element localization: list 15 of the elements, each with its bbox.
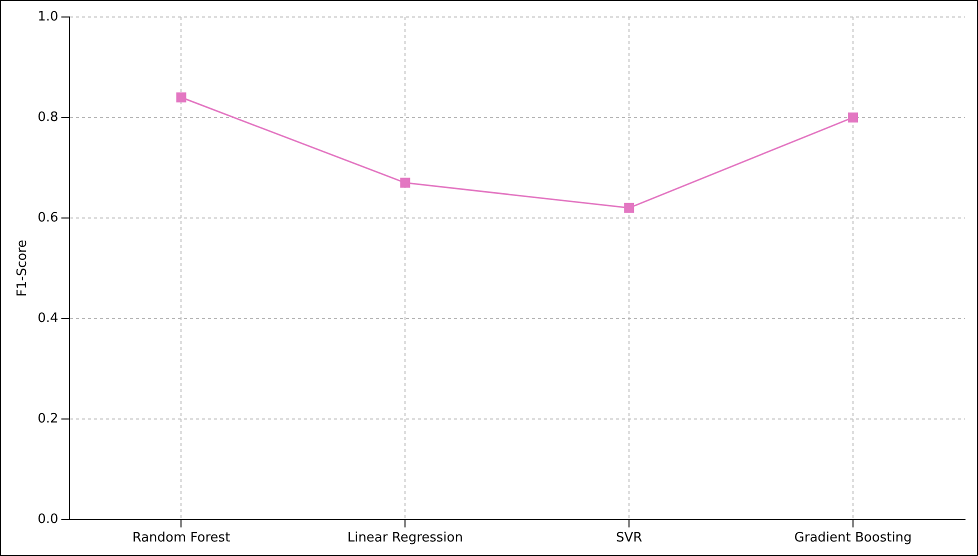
y-tick-label: 0.8 xyxy=(38,110,58,125)
point xyxy=(848,112,858,122)
point xyxy=(624,202,634,213)
x-tick-label: Gradient Boosting xyxy=(794,530,912,546)
y-tick-label: 0.4 xyxy=(38,310,58,326)
point xyxy=(176,92,186,102)
x-tick-label: Random Forest xyxy=(132,530,230,546)
y-tick-label: 0.2 xyxy=(38,411,58,426)
y-tick-label: 0.0 xyxy=(38,512,58,527)
y-tick-label: 0.6 xyxy=(38,210,58,226)
x-tick-label: Linear Regression xyxy=(347,530,463,546)
point xyxy=(400,178,410,188)
x-tick-label: SVR xyxy=(616,530,642,546)
y-axis-title: F1-Score xyxy=(15,240,30,297)
y-tick-label: 1.0 xyxy=(38,9,58,24)
